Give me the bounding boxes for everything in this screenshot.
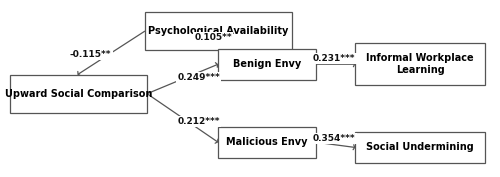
FancyBboxPatch shape <box>356 132 485 163</box>
FancyBboxPatch shape <box>144 12 292 50</box>
Text: -0.115**: -0.115** <box>70 50 112 59</box>
Text: Informal Workplace
Learning: Informal Workplace Learning <box>366 53 474 75</box>
Text: 0.249***: 0.249*** <box>177 73 220 82</box>
Text: Benign Envy: Benign Envy <box>233 59 302 69</box>
Text: Psychological Availability: Psychological Availability <box>148 26 288 36</box>
Text: Upward Social Comparison: Upward Social Comparison <box>5 89 152 99</box>
Text: Social Undermining: Social Undermining <box>366 142 474 152</box>
FancyBboxPatch shape <box>218 127 316 158</box>
Text: 0.212***: 0.212*** <box>178 117 220 126</box>
Text: 0.231***: 0.231*** <box>313 54 356 63</box>
FancyBboxPatch shape <box>356 43 485 85</box>
Text: 0.105**: 0.105** <box>194 33 232 42</box>
Text: Malicious Envy: Malicious Envy <box>226 137 308 147</box>
FancyBboxPatch shape <box>10 75 147 113</box>
Text: 0.354***: 0.354*** <box>313 134 356 143</box>
FancyBboxPatch shape <box>218 49 316 80</box>
